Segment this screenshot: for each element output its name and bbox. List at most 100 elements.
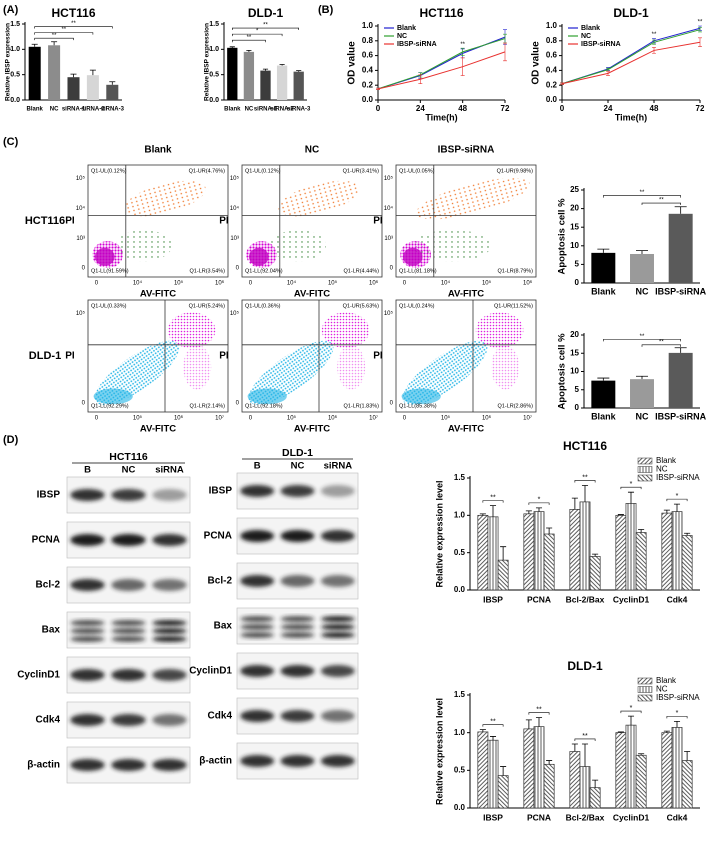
- significance-label: **: [659, 198, 664, 204]
- significance-bracket: [34, 37, 74, 41]
- protein-label: Bcl-2: [36, 580, 61, 591]
- bar: [497, 559, 509, 591]
- bar: [477, 514, 489, 591]
- x-tick-label: 10⁷: [369, 415, 378, 422]
- y-tick-label: 1.5: [454, 690, 466, 699]
- y-tick-label: 10⁴: [76, 205, 86, 212]
- quadrant-label: Q1-UL(0.05%): [399, 168, 435, 174]
- panel-label: (D): [3, 434, 19, 446]
- y-tick-label: 10⁴: [384, 205, 394, 212]
- bar: [477, 731, 489, 809]
- bar: [48, 45, 61, 100]
- blot-band: [320, 710, 355, 722]
- significance-label: **: [582, 474, 588, 481]
- y-tick-label: 10³: [230, 236, 239, 242]
- blot-band: [152, 714, 187, 726]
- y-tick-label: 1.0: [362, 21, 374, 30]
- y-tick-label: 0: [575, 278, 580, 287]
- legend-swatch: [637, 686, 653, 693]
- blot-band: [152, 759, 187, 771]
- y-axis-label: Apoptosis cell %: [557, 333, 568, 410]
- protein-label: CyclinD1: [17, 670, 60, 681]
- blot-band: [111, 669, 146, 681]
- bar: [106, 84, 119, 100]
- error-bar: [652, 39, 656, 45]
- blot-band: [152, 636, 187, 642]
- error-bar: [479, 729, 486, 732]
- blot-band: [152, 620, 187, 626]
- blot-band: [240, 624, 275, 630]
- legend-label: Blank: [581, 25, 600, 32]
- lane-label: B: [254, 461, 261, 472]
- blot-band: [152, 579, 187, 591]
- error-bar: [460, 47, 465, 56]
- x-tick-label: 0: [95, 416, 99, 422]
- lane-label: B: [84, 465, 91, 476]
- y-tick-label: 1.0: [454, 728, 466, 737]
- x-tick-label: NC: [245, 107, 254, 113]
- x-tick-label: NC: [636, 411, 649, 421]
- quadrant-label: Q1-UL(0.36%): [245, 303, 281, 309]
- quadrant-label: Q1-LR(8.79%): [498, 268, 534, 274]
- significance-bracket: [232, 33, 283, 37]
- y-tick-label: 5: [575, 385, 580, 394]
- protein-label: IBSP: [209, 486, 233, 497]
- y-axis-label: Relative expression level: [434, 480, 444, 587]
- bar: [615, 514, 627, 591]
- y-tick-label: 1.5: [209, 21, 219, 28]
- significance-label: **: [71, 21, 76, 27]
- blot-band: [111, 714, 146, 726]
- y-axis-label: PI: [65, 216, 75, 227]
- error-bar: [246, 49, 252, 52]
- x-tick-label: 0: [249, 416, 253, 422]
- y-tick-label: 15: [570, 348, 579, 357]
- quadrant-label: Q1-LL(91.59%): [91, 268, 129, 274]
- error-bar: [606, 70, 610, 76]
- error-bar: [546, 527, 553, 534]
- blot-band: [280, 575, 315, 587]
- quadrant-label: Q1-UR(9.98%): [497, 168, 534, 174]
- blot-band: [70, 489, 105, 501]
- cell-cloud: [416, 177, 530, 220]
- blot-band: [70, 669, 105, 681]
- error-bar: [560, 82, 564, 85]
- bar: [487, 516, 499, 591]
- significance-label: **: [640, 334, 645, 340]
- cell-cloud: [475, 312, 524, 349]
- error-bar: [581, 743, 589, 767]
- bar: [497, 775, 509, 809]
- error-bar: [418, 74, 423, 85]
- quadrant-label: Q1-UL(0.24%): [399, 303, 435, 309]
- x-tick-label: 0: [95, 281, 99, 287]
- error-bar: [638, 529, 645, 533]
- error-bar: [500, 546, 507, 561]
- error-bar: [673, 720, 681, 728]
- error-bar: [489, 505, 497, 517]
- legend-label: IBSP-siRNA: [656, 693, 700, 702]
- blot-band: [280, 616, 315, 622]
- significance-label: **: [460, 42, 465, 48]
- blot-band: [111, 759, 146, 771]
- column-title: Blank: [144, 145, 172, 156]
- blot-band: [240, 632, 275, 638]
- bar: [523, 513, 535, 591]
- legend-label: Blank: [656, 676, 677, 685]
- quadrant-label: Q1-UL(0.12%): [245, 168, 281, 174]
- x-tick-label: Bcl-2/Bax: [566, 594, 605, 604]
- x-axis-label: AV-FITC: [140, 289, 176, 300]
- x-tick-label: Cdk4: [667, 594, 688, 604]
- blot-band: [240, 616, 275, 622]
- significance-label: **: [490, 718, 496, 725]
- blot-band: [70, 714, 105, 726]
- row-label: HCT116: [25, 215, 65, 227]
- bar: [630, 379, 654, 408]
- y-tick-label: 10³: [384, 236, 393, 242]
- cell-cloud: [95, 247, 115, 266]
- y-tick-label: 15: [570, 222, 579, 231]
- x-tick-label: IBSP: [483, 594, 503, 604]
- y-tick-label: 10⁵: [76, 310, 86, 317]
- x-tick-label: 10⁶: [369, 280, 379, 287]
- quadrant-label: Q1-LR(2.14%): [190, 403, 226, 409]
- y-tick-label: 0.0: [546, 95, 558, 104]
- bar: [243, 51, 255, 100]
